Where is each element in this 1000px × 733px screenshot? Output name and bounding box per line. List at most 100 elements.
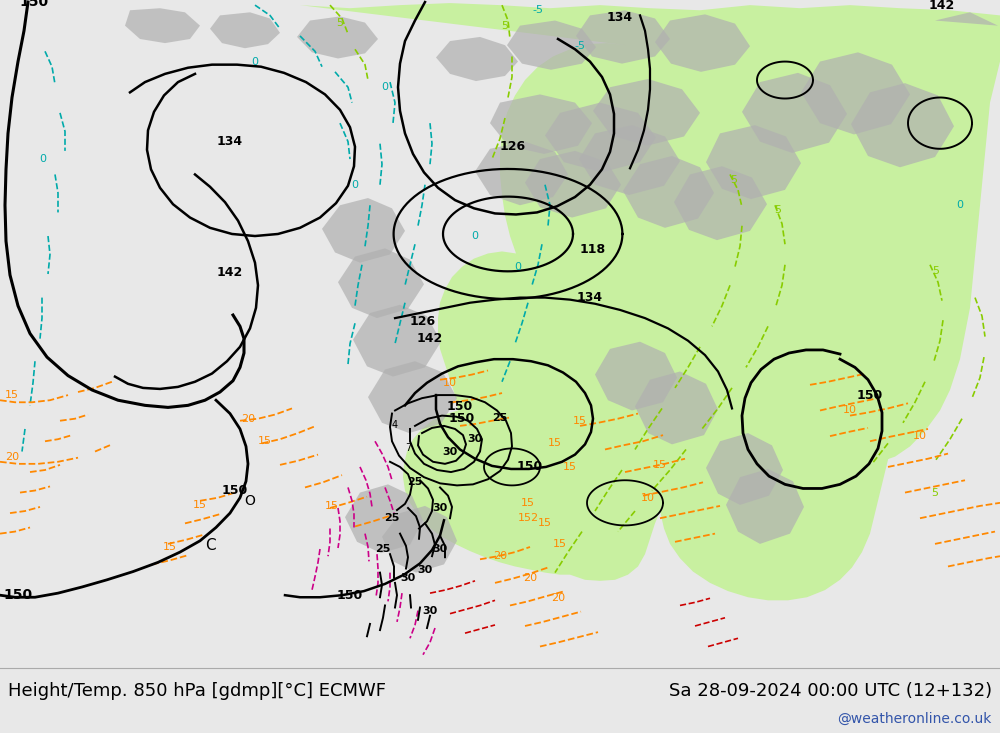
Text: @weatheronline.co.uk: @weatheronline.co.uk [838, 712, 992, 726]
Polygon shape [706, 125, 801, 199]
Polygon shape [322, 198, 405, 262]
Text: 5: 5 [730, 174, 738, 185]
Polygon shape [490, 95, 592, 154]
Polygon shape [297, 16, 378, 59]
Text: 4: 4 [392, 420, 398, 430]
Text: 15: 15 [163, 542, 177, 552]
Text: 5: 5 [932, 487, 938, 498]
Text: 15: 15 [573, 416, 587, 426]
Text: 150: 150 [337, 589, 363, 602]
Text: 150: 150 [222, 484, 248, 497]
Text: C: C [205, 539, 215, 553]
Polygon shape [338, 248, 424, 318]
Text: 150: 150 [449, 412, 475, 425]
Polygon shape [125, 8, 200, 43]
Text: 25: 25 [492, 413, 508, 423]
Polygon shape [382, 506, 457, 572]
Text: 10: 10 [913, 431, 927, 441]
Text: 15: 15 [258, 436, 272, 446]
Text: 152: 152 [517, 513, 539, 523]
Text: 15: 15 [563, 462, 577, 472]
Text: 126: 126 [410, 314, 436, 328]
Text: 30: 30 [432, 503, 448, 513]
Polygon shape [579, 125, 680, 195]
Text: 25: 25 [407, 477, 423, 487]
Polygon shape [353, 305, 441, 377]
Text: Height/Temp. 850 hPa [gdmp][°C] ECMWF: Height/Temp. 850 hPa [gdmp][°C] ECMWF [8, 682, 386, 700]
Text: 20: 20 [241, 413, 255, 424]
Polygon shape [801, 52, 910, 134]
Polygon shape [742, 73, 847, 153]
Text: 142: 142 [929, 0, 955, 12]
Text: 30: 30 [467, 434, 483, 444]
Text: 15: 15 [325, 501, 339, 511]
Polygon shape [674, 166, 767, 240]
Text: 142: 142 [217, 267, 243, 279]
Text: 126: 126 [500, 140, 526, 153]
Text: 0: 0 [252, 56, 258, 67]
Text: 150: 150 [19, 0, 49, 9]
Text: 15: 15 [5, 390, 19, 400]
Text: 134: 134 [217, 135, 243, 148]
Text: O: O [245, 494, 255, 508]
Text: 0: 0 [382, 82, 388, 92]
Text: 15: 15 [553, 539, 567, 549]
Text: 142: 142 [417, 332, 443, 345]
Text: 20: 20 [523, 572, 537, 583]
Text: 10: 10 [843, 405, 857, 416]
Text: Sa 28-09-2024 00:00 UTC (12+132): Sa 28-09-2024 00:00 UTC (12+132) [669, 682, 992, 700]
Text: 150: 150 [857, 388, 883, 402]
Text: 25: 25 [375, 544, 391, 554]
Text: 5: 5 [502, 21, 509, 31]
Polygon shape [436, 37, 518, 81]
Text: -5: -5 [574, 41, 586, 51]
Polygon shape [210, 12, 280, 48]
Text: 15: 15 [521, 498, 535, 508]
Text: 15: 15 [548, 438, 562, 449]
Text: 30: 30 [400, 572, 416, 583]
Text: 5: 5 [932, 266, 940, 276]
Text: 0: 0 [352, 180, 358, 190]
Text: 20: 20 [5, 452, 19, 462]
Polygon shape [706, 433, 783, 505]
Polygon shape [595, 342, 677, 410]
Polygon shape [507, 21, 596, 70]
Text: 30: 30 [422, 605, 438, 616]
Polygon shape [851, 83, 954, 167]
Text: 30: 30 [442, 446, 458, 457]
Text: 10: 10 [443, 377, 457, 388]
Text: 118: 118 [580, 243, 606, 256]
Text: 0: 0 [40, 154, 46, 164]
Text: 30: 30 [417, 564, 433, 575]
Text: 134: 134 [577, 291, 603, 304]
Text: 20: 20 [493, 551, 507, 561]
Text: 15: 15 [193, 500, 207, 510]
Text: 20: 20 [551, 593, 565, 603]
Text: 7: 7 [405, 443, 411, 454]
Text: 0: 0 [956, 200, 964, 210]
Polygon shape [576, 10, 670, 64]
Text: 150: 150 [517, 460, 543, 474]
Text: 30: 30 [432, 544, 448, 554]
Text: -5: -5 [532, 5, 544, 15]
Polygon shape [655, 15, 750, 72]
Text: 15: 15 [653, 460, 667, 470]
Text: 5: 5 [336, 18, 344, 28]
Text: 0: 0 [514, 262, 522, 272]
Text: 5: 5 [774, 205, 782, 216]
Text: 15: 15 [538, 518, 552, 528]
Text: 0: 0 [472, 231, 479, 241]
Text: 150: 150 [3, 588, 33, 603]
Polygon shape [368, 361, 457, 433]
Polygon shape [935, 12, 998, 26]
Text: 134: 134 [607, 11, 633, 24]
Polygon shape [593, 79, 700, 146]
Polygon shape [525, 151, 621, 218]
Polygon shape [623, 156, 714, 228]
Polygon shape [545, 103, 656, 172]
Polygon shape [300, 3, 1000, 600]
Text: 10: 10 [641, 493, 655, 503]
Polygon shape [726, 469, 804, 544]
Text: 25: 25 [384, 513, 400, 523]
Polygon shape [345, 485, 423, 553]
